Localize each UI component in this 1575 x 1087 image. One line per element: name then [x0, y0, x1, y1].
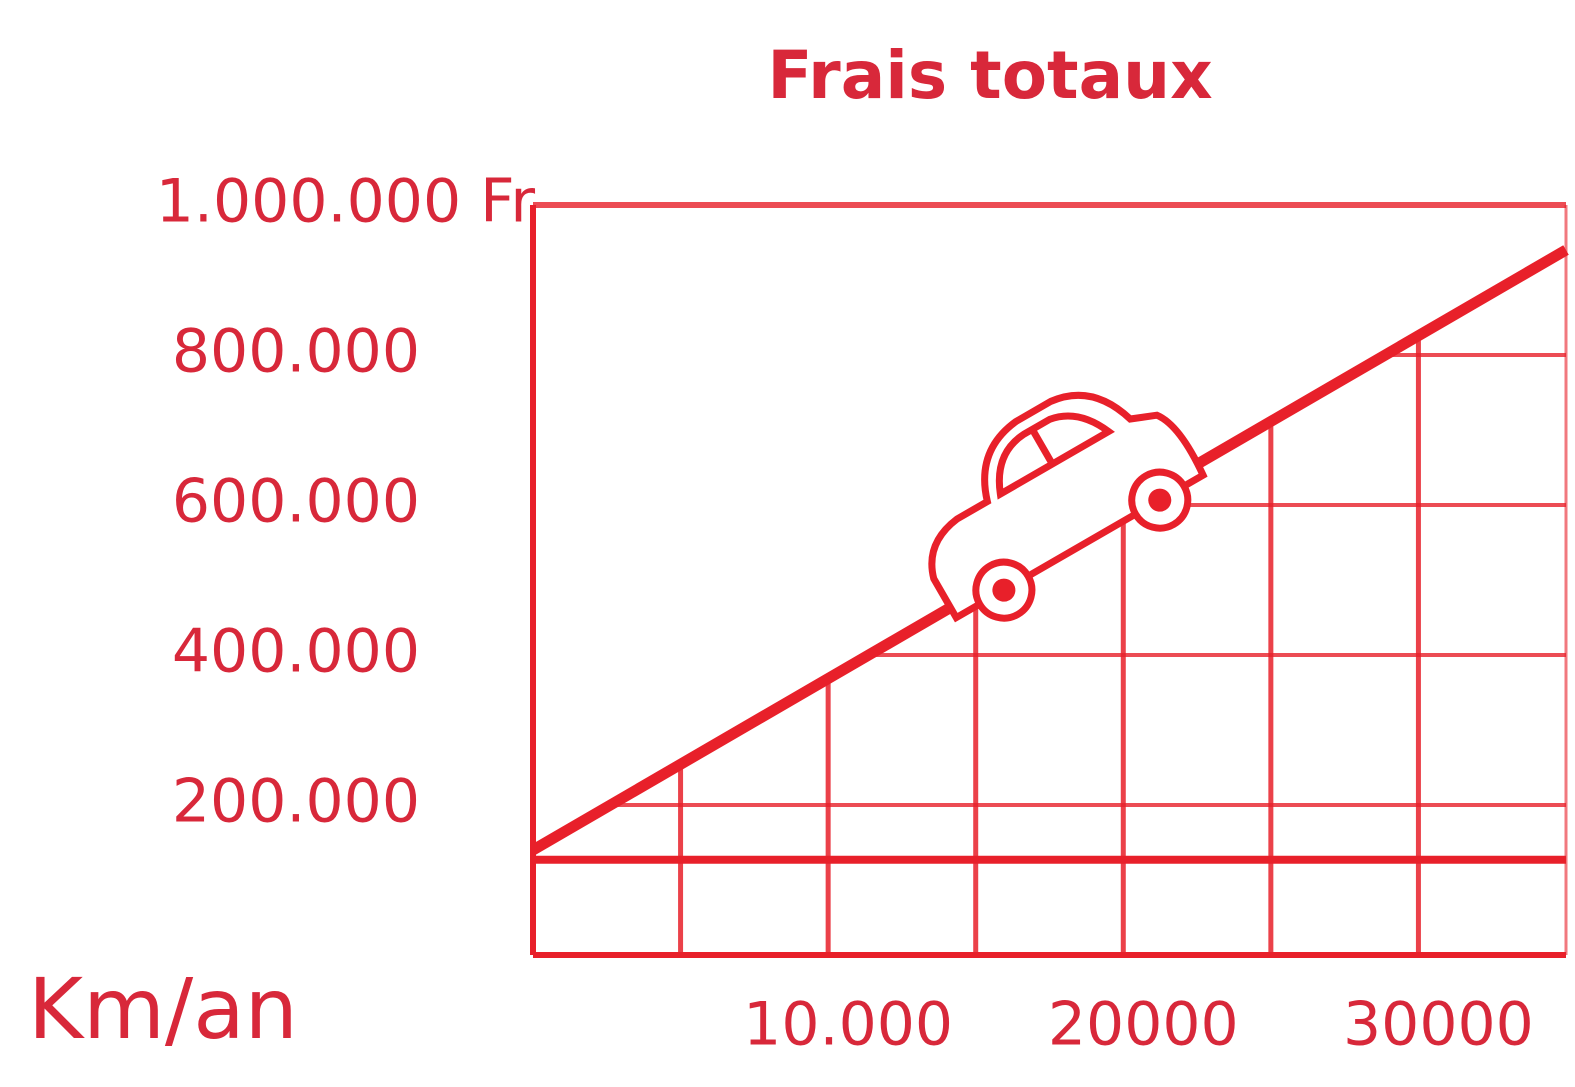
x-axis-label: Km/an	[28, 960, 298, 1058]
chart: Frais totaux Km/an 200.000 400.000 600.000…	[0, 0, 1575, 1087]
x-tick-label: 30000	[1343, 990, 1534, 1060]
y-tick-label: 200.000	[172, 767, 420, 837]
y-tick-label: 1.000.000 Fr	[156, 167, 536, 237]
y-tick-label: 400.000	[172, 617, 420, 687]
x-tick-label: 10.000	[743, 990, 953, 1060]
x-tick-label: 20000	[1048, 990, 1239, 1060]
y-tick-label: 600.000	[172, 467, 420, 537]
car-icon	[886, 353, 1218, 642]
y-tick-label: 800.000	[172, 317, 420, 387]
chart-title: Frais totaux	[767, 37, 1212, 114]
